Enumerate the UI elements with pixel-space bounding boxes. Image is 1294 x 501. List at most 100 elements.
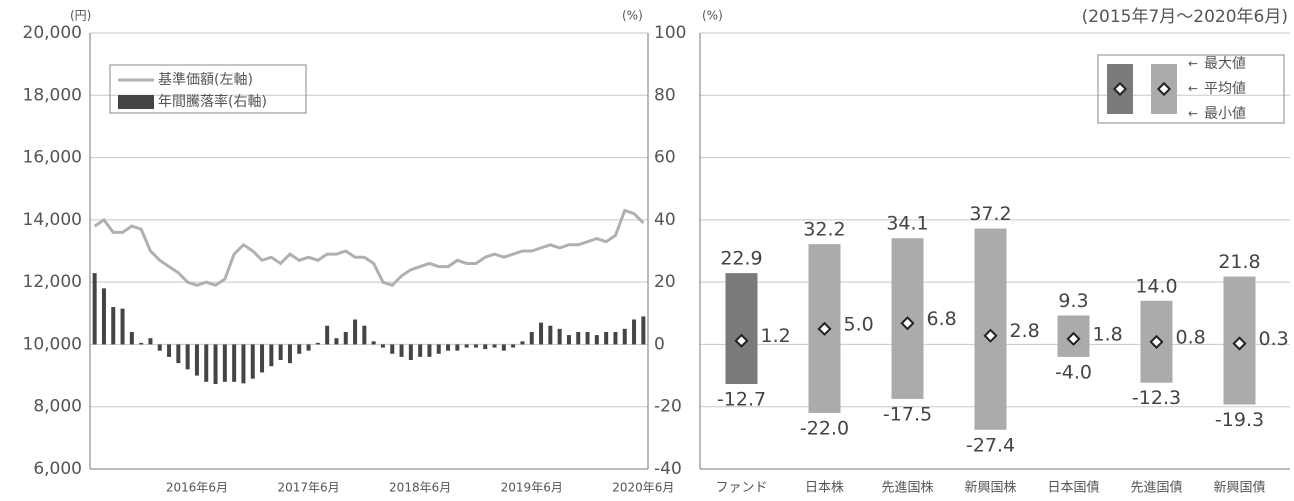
x-tick-label: 2017年6月 [277,481,339,495]
bar [269,344,274,367]
value-label: 6.8 [927,308,957,330]
x-tick-label: 日本国債 [1047,481,1099,496]
value-label: 37.2 [969,203,1011,225]
legend-label: ← [1188,107,1198,121]
value-label: 1.8 [1093,323,1123,345]
y-tick-label: 6,000 [33,459,82,479]
value-label: -17.5 [883,403,932,425]
bar [111,307,116,345]
bar [315,342,320,345]
bar [436,344,441,354]
value-label: 34.1 [886,213,928,235]
value-label: -22.0 [800,417,849,439]
y2-unit: (%) [622,9,643,23]
bar [148,338,153,345]
x-tick-label: ファンド [715,481,767,496]
legend-box [1097,54,1285,124]
x-tick-label: 2016年6月 [166,481,228,495]
y-tick-label: 8,000 [33,397,82,417]
bar [539,322,544,345]
bar [604,331,609,345]
bar [566,335,571,345]
x-tick-label: 2018年6月 [389,481,451,495]
value-label: 14.0 [1135,275,1177,297]
legend-label: 最大値 [1204,56,1246,72]
value-label: -27.4 [966,434,1015,456]
value-label: 9.3 [1058,290,1088,312]
bar [418,344,423,357]
bar [101,288,106,345]
bar [241,344,246,384]
bar [222,344,227,382]
bar [390,344,395,354]
range-bar [725,273,758,384]
y-unit: (円) [70,9,91,23]
y2-tick-label: -40 [654,459,682,479]
bar [613,331,618,345]
legend-swatch [118,95,154,109]
bar [306,344,311,351]
bar [325,325,330,345]
value-label: 32.2 [803,219,845,241]
bar [232,344,237,382]
bar [157,344,162,351]
bar [473,344,478,348]
y2-tick-label: 80 [654,85,676,105]
x-tick-label: 先進国株 [881,481,933,496]
bar [120,308,125,345]
bar [408,344,413,360]
legend-marker [1112,81,1128,97]
bar [380,344,385,348]
bar [204,344,209,382]
bar [362,325,367,345]
value-label: -19.3 [1215,409,1264,431]
value-label: 22.9 [720,248,762,270]
bar [529,331,534,345]
y-unit: (%) [702,9,723,23]
bar [427,344,432,357]
bar [548,325,553,345]
bar [622,328,627,345]
value-label: 0.8 [1176,326,1206,348]
mean-marker [1232,336,1247,351]
bar [139,342,144,345]
x-tick-label: 新興国債 [1213,480,1265,496]
bar [371,341,376,345]
y-tick-label: 10,000 [23,334,82,354]
bar [446,344,451,351]
legend-label: 年間騰落率(右軸) [158,93,267,110]
y2-tick-label: 40 [654,210,676,230]
y-tick-label: 16,000 [23,148,82,168]
bar [176,344,181,364]
mean-marker [983,328,998,343]
x-tick-label: 新興国株 [964,480,1016,496]
bar [455,344,460,351]
bar [594,335,599,345]
bar [520,341,525,345]
bar [632,319,637,345]
bar [287,344,292,364]
bar [129,331,134,345]
mean-marker [900,316,915,331]
legend-label: ← [1188,57,1198,71]
subtitle: (2015年7月～2020年6月) [1082,7,1288,27]
bar [399,344,404,357]
legend-label: 平均値 [1204,81,1246,97]
mean-marker [1066,331,1081,346]
bar [353,319,358,345]
legend-label: 最小値 [1204,106,1246,122]
line [93,208,645,287]
value-label: -12.7 [717,388,766,410]
bar [213,344,218,384]
y-tick-label: 18,000 [23,85,82,105]
bar [511,344,516,348]
bar [278,344,283,360]
bar [260,344,265,373]
bar [297,344,302,354]
bar [557,328,562,345]
bar [483,344,488,350]
bar [250,344,255,379]
y2-tick-label: 100 [654,23,686,43]
bar [576,331,581,345]
